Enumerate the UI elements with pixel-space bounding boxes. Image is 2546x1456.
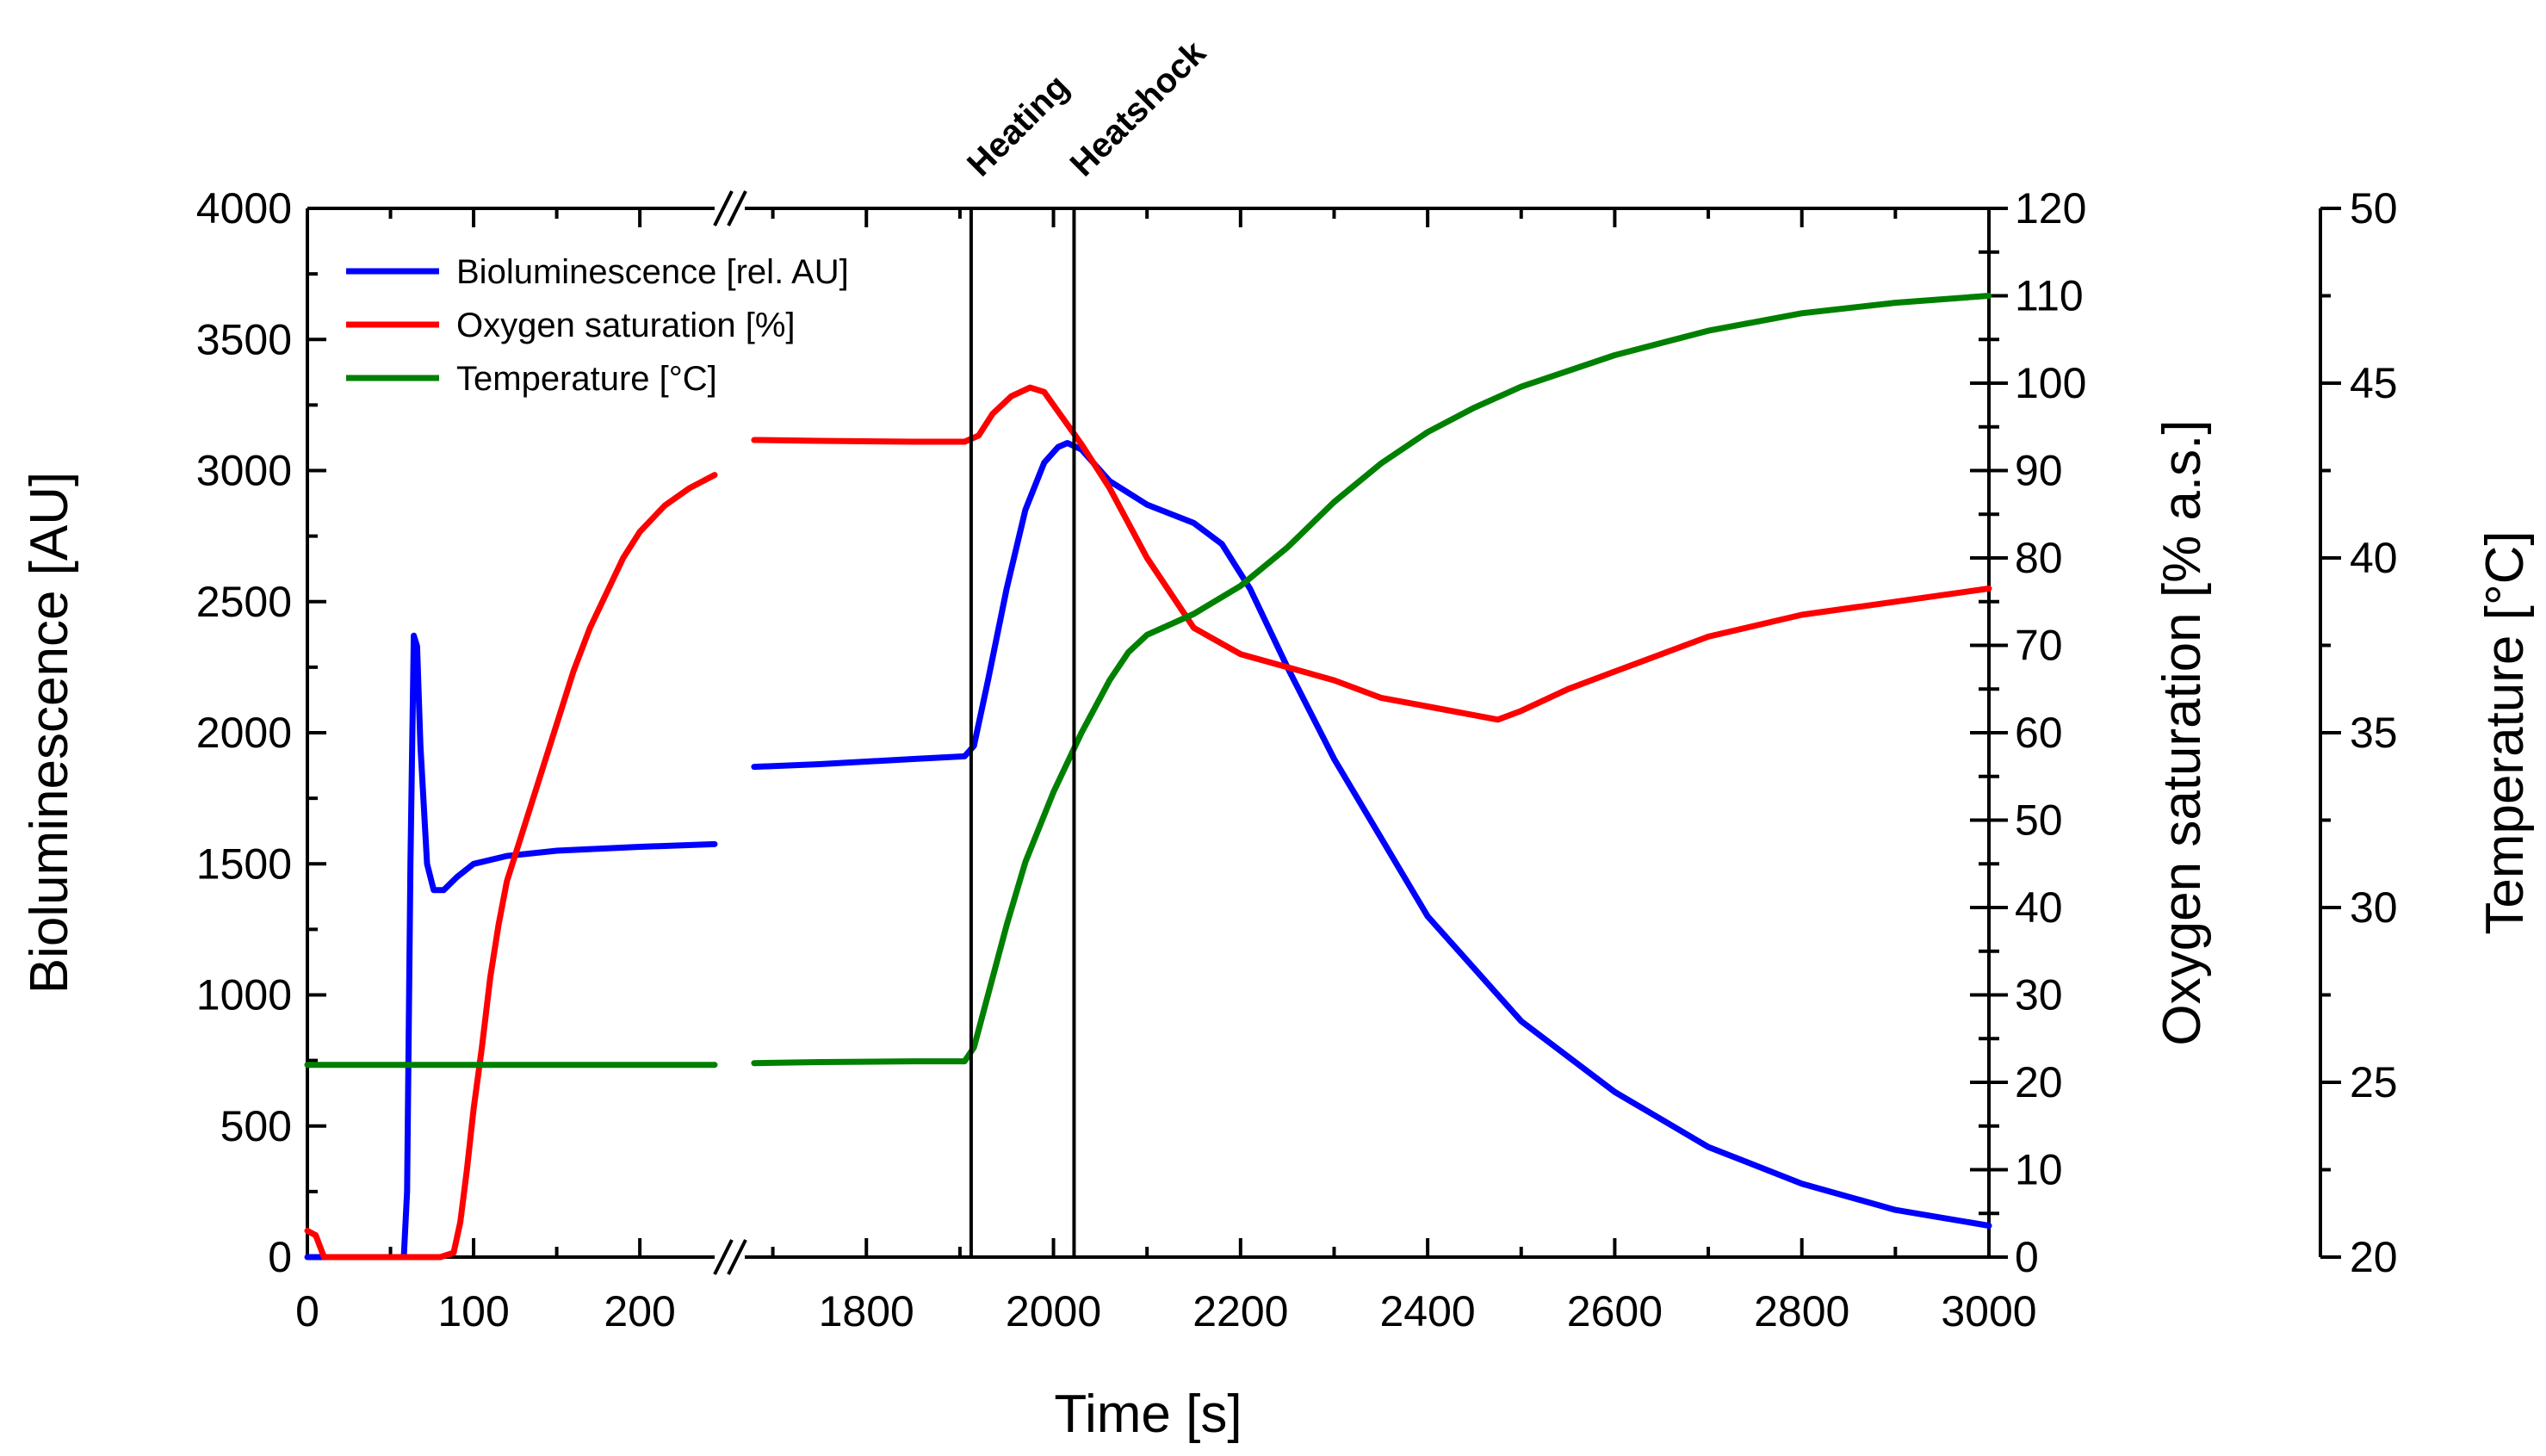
y-right1-tick-label: 40 — [2015, 883, 2063, 932]
y-left-tick-label: 2500 — [196, 578, 292, 626]
y-left-tick-label: 500 — [220, 1102, 292, 1150]
x-tick-label: 2400 — [1380, 1287, 1476, 1335]
y-right2-tick-label: 25 — [2350, 1058, 2398, 1106]
series-line-oxygen-part1 — [304, 472, 718, 1261]
series-line-temperature-part2 — [751, 293, 1992, 1067]
series-line-oxygen-part2 — [751, 384, 1992, 723]
series-line-bioluminescence-part1 — [304, 632, 718, 1261]
legend-label-1: Bioluminescence [rel. AU] — [456, 253, 849, 291]
x-tick-label: 2000 — [1006, 1287, 1101, 1335]
y-right2-tick-label: 20 — [2350, 1233, 2398, 1281]
x-tick-label: 0 — [295, 1287, 319, 1335]
plot-layer — [304, 293, 1992, 1261]
x-tick-label: 2600 — [1567, 1287, 1663, 1335]
y-right1-axis-title: Oxygen saturation [% a.s.] — [2153, 419, 2212, 1045]
y-right2-tick-label: 45 — [2350, 359, 2398, 407]
y-right2-tick-label: 30 — [2350, 883, 2398, 932]
annotation-label-heating: Heating — [960, 68, 1076, 184]
y-left-tick-label: 2000 — [196, 709, 292, 757]
x-tick-label: 100 — [437, 1287, 509, 1335]
y-right1-tick-label: 60 — [2015, 709, 2063, 757]
y-right1-tick-label: 50 — [2015, 796, 2063, 845]
series-line-bioluminescence-part2 — [751, 440, 1992, 1229]
y-left-tick-label: 1000 — [196, 971, 292, 1019]
x-tick-label: 2800 — [1754, 1287, 1849, 1335]
y-right1-tick-label: 100 — [2015, 359, 2086, 407]
y-right1-tick-label: 110 — [2015, 272, 2084, 320]
y-right2-tick-label: 35 — [2350, 709, 2398, 757]
x-tick-label: 2200 — [1192, 1287, 1288, 1335]
y-right2-axis-title: Temperature [°C] — [2475, 530, 2535, 934]
axis-break-mark-top-1 — [713, 190, 734, 226]
y-left-tick-label: 1500 — [196, 840, 292, 888]
y-left-tick-label: 3500 — [196, 315, 292, 363]
y-right1-tick-label: 120 — [2015, 184, 2086, 232]
axes-layer: 0 100 200 1800 2000 2200 2400 2600 2800 300005001… — [20, 184, 2535, 1444]
y-right2-tick-label: 50 — [2350, 184, 2398, 232]
legend-label-2: Oxygen saturation [%] — [456, 307, 796, 344]
y-right1-tick-label: 30 — [2015, 971, 2063, 1019]
x-tick-label: 1800 — [819, 1287, 914, 1335]
y-right1-tick-label: 20 — [2015, 1058, 2063, 1106]
y-right1-tick-label: 70 — [2015, 622, 2063, 670]
y-left-tick-label: 3000 — [196, 447, 292, 495]
legend-label-3: Temperature [°C] — [456, 360, 717, 398]
axis-break-mark-top-2 — [727, 190, 747, 226]
y-left-axis-title: Bioluminescence [AU] — [20, 472, 79, 994]
y-left-tick-label: 0 — [268, 1233, 292, 1281]
axis-break-mark-bottom-1 — [713, 1239, 734, 1275]
x-tick-label: 200 — [604, 1287, 675, 1335]
axis-break-mark-bottom-2 — [727, 1239, 747, 1275]
y-right1-tick-label: 0 — [2015, 1233, 2039, 1281]
x-tick-label: 3000 — [1941, 1287, 2036, 1335]
annotation-label-heatshock: Heatshock — [1063, 34, 1214, 184]
y-right2-tick-label: 40 — [2350, 534, 2398, 582]
y-right1-tick-label: 10 — [2015, 1146, 2063, 1194]
y-right1-tick-label: 90 — [2015, 447, 2063, 495]
x-axis-title: Time [s] — [1054, 1385, 1242, 1444]
y-right1-tick-label: 80 — [2015, 534, 2063, 582]
y-left-tick-label: 4000 — [196, 184, 292, 232]
